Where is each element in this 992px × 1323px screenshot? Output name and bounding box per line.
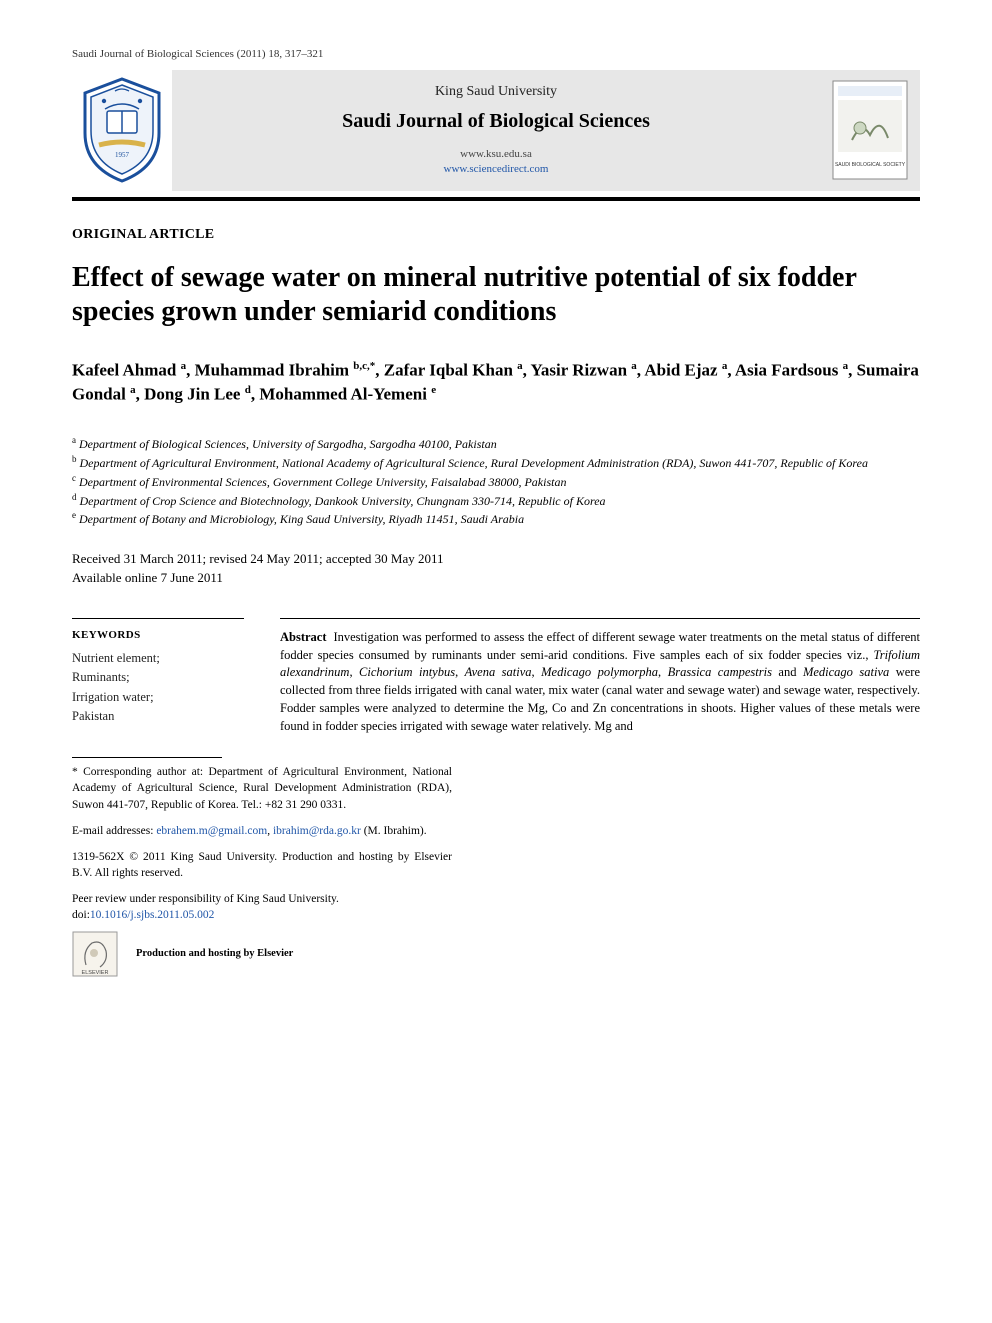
copyright-line: 1319-562X © 2011 King Saud University. P… bbox=[72, 849, 452, 881]
journal-urls: www.ksu.edu.sa www.sciencedirect.com bbox=[188, 147, 804, 177]
svg-text:ELSEVIER: ELSEVIER bbox=[82, 970, 109, 976]
abstract-text: Abstract Investigation was performed to … bbox=[280, 629, 920, 736]
url-ksu[interactable]: www.ksu.edu.sa bbox=[188, 147, 804, 162]
keywords-column: KEYWORDS Nutrient element;Ruminants;Irri… bbox=[72, 618, 244, 736]
journal-reference: Saudi Journal of Biological Sciences (20… bbox=[72, 48, 920, 60]
doi-line: doi:10.1016/j.sjbs.2011.05.002 bbox=[72, 907, 452, 923]
footnote-rule bbox=[72, 757, 222, 758]
peer-review-line: Peer review under responsibility of King… bbox=[72, 891, 452, 907]
email-addresses: E-mail addresses: ebrahem.m@gmail.com, i… bbox=[72, 823, 452, 839]
elsevier-hosting-row: ELSEVIER Production and hosting by Elsev… bbox=[72, 931, 452, 977]
svg-text:1957: 1957 bbox=[115, 151, 130, 159]
keywords-rule bbox=[72, 618, 244, 619]
keywords-list: Nutrient element;Ruminants;Irrigation wa… bbox=[72, 649, 244, 727]
author-list: Kafeel Ahmad a, Muhammad Ibrahim b,c,*, … bbox=[72, 359, 920, 406]
article-title: Effect of sewage water on mineral nutrit… bbox=[72, 261, 920, 329]
affiliations: a Department of Biological Sciences, Uni… bbox=[72, 434, 920, 528]
elsevier-logo-icon: ELSEVIER bbox=[72, 931, 118, 977]
dates-received: Received 31 March 2011; revised 24 May 2… bbox=[72, 550, 920, 569]
journal-header: 1957 King Saud University Saudi Journal … bbox=[72, 70, 920, 191]
hosting-text: Production and hosting by Elsevier bbox=[136, 947, 293, 962]
header-rule bbox=[72, 197, 920, 201]
dates-online: Available online 7 June 2011 bbox=[72, 569, 920, 588]
university-name: King Saud University bbox=[188, 84, 804, 100]
article-type: ORIGINAL ARTICLE bbox=[72, 227, 920, 243]
article-dates: Received 31 March 2011; revised 24 May 2… bbox=[72, 550, 920, 588]
cover-caption: SAUDI BIOLOGICAL SOCIETY bbox=[835, 162, 906, 168]
crest-icon: 1957 bbox=[77, 75, 167, 185]
header-center: King Saud University Saudi Journal of Bi… bbox=[172, 70, 820, 191]
keywords-heading: KEYWORDS bbox=[72, 629, 244, 641]
university-crest: 1957 bbox=[72, 70, 172, 191]
journal-cover: SAUDI BIOLOGICAL SOCIETY bbox=[820, 70, 920, 191]
abstract-rule bbox=[280, 618, 920, 619]
footnotes: * Corresponding author at: Department of… bbox=[72, 757, 452, 977]
url-sciencedirect[interactable]: www.sciencedirect.com bbox=[188, 162, 804, 177]
journal-name: Saudi Journal of Biological Sciences bbox=[188, 110, 804, 133]
cover-icon: SAUDI BIOLOGICAL SOCIETY bbox=[832, 80, 908, 180]
corresponding-author: * Corresponding author at: Department of… bbox=[72, 764, 452, 812]
abstract-column: Abstract Investigation was performed to … bbox=[280, 618, 920, 736]
keywords-abstract-row: KEYWORDS Nutrient element;Ruminants;Irri… bbox=[72, 618, 920, 736]
